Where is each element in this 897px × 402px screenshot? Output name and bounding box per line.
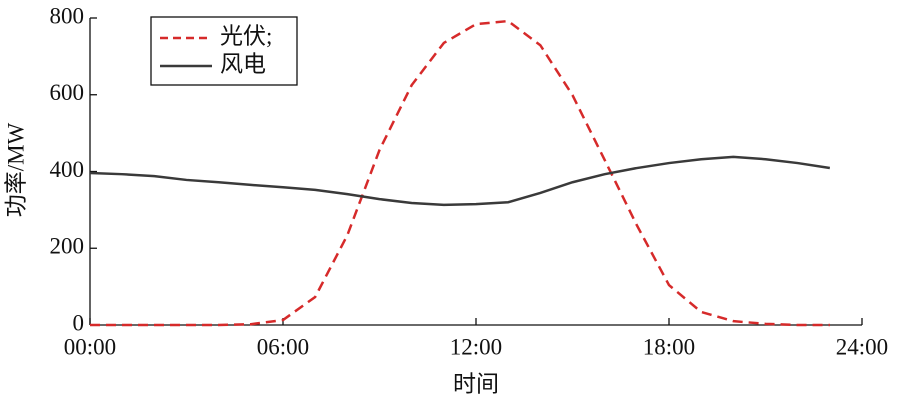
y-tick-label: 400 xyxy=(50,157,85,182)
y-tick-label: 200 xyxy=(50,234,85,259)
x-tick-label: 06:00 xyxy=(257,334,309,359)
y-tick-label: 0 xyxy=(73,310,85,335)
x-tick-label: 24:00 xyxy=(836,334,888,359)
x-tick-label: 18:00 xyxy=(643,334,695,359)
series-line xyxy=(89,155,831,207)
y-axis-label: 功率/MW xyxy=(3,122,28,217)
legend-label: 风电 xyxy=(220,51,266,76)
x-tick-label: 00:00 xyxy=(64,334,116,359)
legend-box xyxy=(150,16,298,86)
x-tick-label: 12:00 xyxy=(450,334,502,359)
y-tick-label: 800 xyxy=(50,3,85,28)
x-axis-label: 时间 xyxy=(453,371,499,396)
legend-label: 光伏; xyxy=(220,23,272,48)
y-tick-label: 600 xyxy=(50,80,85,105)
series-line xyxy=(90,19,830,327)
